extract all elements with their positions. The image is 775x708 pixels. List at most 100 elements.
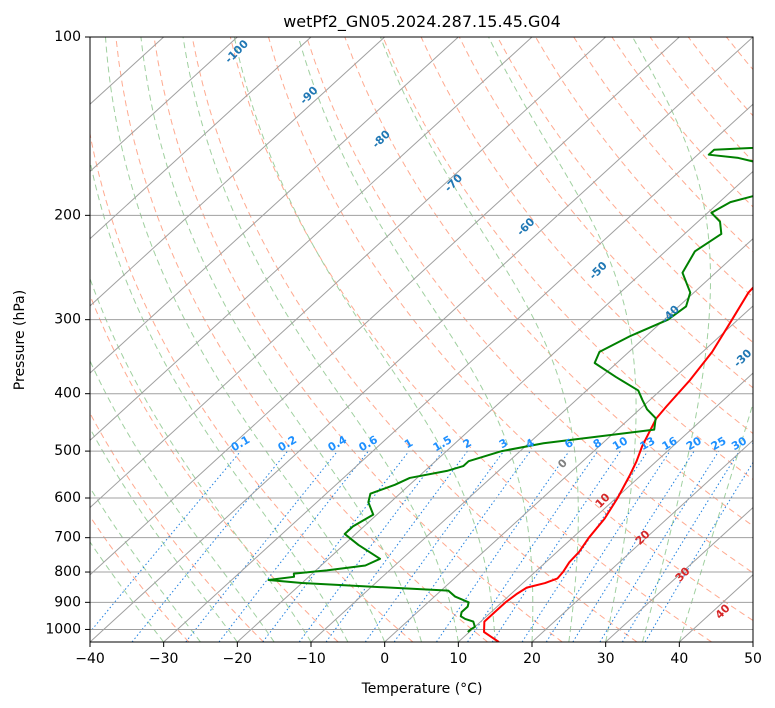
dry-adiabat-line: [765, 37, 775, 642]
moist-adiabat-line: [488, 37, 637, 642]
isotherm-line: [90, 37, 459, 374]
mixing-ratio-line: [364, 450, 505, 642]
mixing-ratio-label: 36: [750, 434, 770, 453]
isotherm-line: [90, 37, 753, 642]
mixing-ratio-label: 20: [684, 434, 704, 453]
dry-adiabat-label: -30: [731, 346, 754, 369]
dry-adiabat-line: [420, 37, 753, 435]
isotherm-line: [384, 305, 753, 642]
chart-title: wetPf2_GN05.2024.287.15.45.G04: [283, 12, 561, 32]
y-axis-label: Pressure (hPa): [12, 290, 28, 390]
moist-adiabat-line: [182, 37, 459, 642]
dry-adiabat-line: [115, 37, 488, 642]
isotherm-line: [236, 170, 753, 642]
x-tick-label: −20: [223, 651, 253, 667]
mixing-ratio-label: 6: [562, 436, 575, 451]
plot-area: -100-90-80-70-60-50-40-30-20-10010203040…: [90, 37, 775, 642]
isotherm-line: [752, 641, 753, 642]
dry-adiabat-label: -100: [222, 37, 251, 66]
mixing-ratio-label: 2: [461, 436, 474, 451]
y-tick-label: 100: [54, 29, 81, 45]
dry-adiabat-label: 40: [713, 601, 733, 621]
mixing-ratio-label: 25: [709, 434, 729, 453]
isotherm-line: [90, 37, 607, 509]
dry-adiabat-line: [191, 37, 638, 642]
moist-adiabat-line: [90, 486, 201, 642]
x-tick-label: −30: [149, 651, 179, 667]
moist-adiabat-line: [140, 37, 422, 642]
isotherms: [90, 37, 753, 642]
isotherm-line: [90, 37, 680, 576]
profile-series: [267, 146, 753, 642]
mixing-ratio-line: [545, 450, 671, 642]
dry-adiabat-line: [535, 37, 753, 298]
y-tick-label: 600: [54, 490, 81, 506]
dry-adiabat-label: -90: [297, 84, 320, 107]
moist-adiabat-line: [233, 37, 496, 642]
dry-adiabat-line: [344, 37, 753, 527]
moist-adiabat-line: [90, 158, 349, 642]
temperature-line: [483, 286, 753, 642]
dry-adiabat-line: [268, 37, 753, 622]
plot-frame: [89, 36, 754, 643]
y-tick-label: 1000: [45, 621, 81, 637]
dry-adiabat-line: [687, 37, 753, 117]
x-tick-label: 40: [670, 651, 688, 667]
dry-adiabat-label: -70: [442, 171, 465, 194]
dry-adiabat-line: [306, 37, 753, 574]
dry-adiabat-line: [497, 37, 753, 344]
mixing-ratio-line: [491, 450, 621, 642]
mixing-ratio-line: [572, 450, 695, 642]
mixing-ratio-line: [325, 450, 468, 642]
dry-adiabat-line: [90, 412, 264, 642]
dry-adiabat-label: 0: [555, 456, 570, 471]
isotherm-line: [310, 237, 753, 642]
isobar-gridlines: [90, 37, 753, 630]
mixing-ratio-line: [621, 450, 740, 642]
dry-adiabat-line: [573, 37, 753, 253]
dry-adiabat-line: [90, 515, 190, 642]
mixing-ratio-label: 16: [660, 434, 680, 453]
dewpoint-line: [267, 146, 753, 633]
y-tick-label: 700: [54, 530, 81, 546]
dry-adiabat-label: -80: [370, 127, 393, 150]
y-tick-label: 500: [54, 443, 81, 459]
dry-adiabat-line: [90, 131, 414, 642]
mixing-ratio-line: [131, 450, 288, 642]
isotherm-line: [163, 103, 753, 642]
moist-adiabat-line: [90, 427, 238, 642]
isotherm-line: [90, 37, 312, 240]
moist-adiabats: [90, 37, 753, 642]
mixing-ratio-line: [218, 450, 369, 642]
y-tick-label: 400: [54, 386, 81, 402]
moist-adiabat-line: [104, 37, 386, 642]
moist-adiabat-line: [380, 37, 579, 642]
x-tick-label: 50: [744, 651, 762, 667]
axes: −40 −30 −20 −10 0 10 20 30 40 5010020030040050060…: [45, 29, 762, 667]
mixing-ratio-line: [467, 450, 599, 642]
isotherm-line: [605, 506, 753, 642]
isotherm-line: [457, 372, 753, 642]
moist-adiabat-line: [90, 359, 275, 642]
y-tick-label: 900: [54, 594, 81, 610]
mixing-ratio-line: [599, 450, 720, 642]
x-tick-label: 20: [523, 651, 541, 667]
dry-adiabat-line: [611, 37, 753, 208]
x-tick-label: −10: [296, 651, 326, 667]
y-tick-label: 300: [54, 312, 81, 328]
dry-adiabat-line: [649, 37, 753, 163]
moist-adiabat-line: [90, 541, 165, 642]
x-tick-label: −40: [75, 651, 105, 667]
dry-adiabat-line: [725, 37, 753, 71]
mixing-ratio-label: 1: [402, 436, 415, 451]
mixing-ratio-label: 10: [610, 434, 630, 453]
line-labels: -100-90-80-70-60-50-40-30-20-10010203040…: [222, 37, 770, 622]
dry-adiabat-label: -50: [587, 259, 610, 282]
isotherm-line: [531, 439, 753, 642]
mixing-ratio-line: [262, 450, 410, 642]
mixing-ratio-line: [298, 450, 444, 642]
mixing-ratio-label: 30: [729, 434, 749, 453]
dry-adiabat-label: -60: [514, 215, 537, 238]
x-tick-label: 30: [597, 651, 615, 667]
